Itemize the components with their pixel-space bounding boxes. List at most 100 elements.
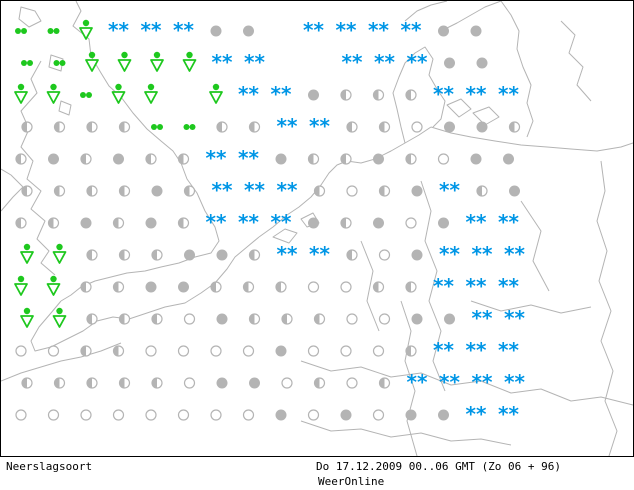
full-cloud-dot-icon [476, 57, 488, 69]
full-cloud-dot-icon [411, 313, 423, 325]
snow-asterisk-icon: ** [212, 50, 233, 74]
clear-circle-icon [281, 377, 293, 389]
clear-circle-icon [210, 345, 222, 357]
half-cloud-dot-icon [15, 153, 27, 165]
half-cloud-dot-icon [340, 153, 352, 165]
half-cloud-dot-icon [210, 281, 222, 293]
drizzle-dots-icon [183, 124, 196, 130]
snow-asterisk-icon: ** [238, 210, 259, 234]
svg-text:**: ** [407, 50, 428, 74]
timestamp-label: Do 17.12.2009 00..06 GMT (Zo 06 + 96) [316, 460, 562, 473]
svg-text:**: ** [277, 242, 298, 266]
half-cloud-dot-icon [313, 313, 326, 325]
clear-circle-icon [340, 281, 352, 293]
snow-asterisk-icon: ** [206, 146, 227, 170]
clear-circle-icon [183, 313, 196, 325]
snow-asterisk-icon: ** [401, 18, 422, 42]
full-cloud-dot-icon [210, 25, 222, 37]
full-cloud-dot-icon [308, 89, 319, 101]
snow-asterisk-icon: ** [141, 18, 162, 42]
snow-asterisk-icon: ** [504, 370, 525, 394]
svg-text:**: ** [466, 274, 487, 298]
clear-circle-icon [15, 345, 27, 357]
snow-asterisk-icon: ** [271, 210, 292, 234]
snow-asterisk-icon: ** [466, 210, 487, 234]
drizzle-dots-icon [151, 124, 163, 130]
drizzle-dots-icon [80, 92, 92, 98]
half-cloud-dot-icon [177, 217, 190, 229]
drizzle-dots-icon [15, 28, 27, 34]
svg-text:**: ** [141, 18, 162, 42]
snow-asterisk-icon: ** [407, 370, 428, 394]
half-cloud-dot-icon [405, 281, 417, 293]
clear-circle-icon [372, 409, 385, 421]
snow-asterisk-icon: ** [466, 402, 487, 426]
snow-asterisk-icon: ** [498, 402, 519, 426]
svg-text:**: ** [374, 50, 395, 74]
half-cloud-dot-icon [53, 121, 66, 133]
svg-text:**: ** [173, 18, 194, 42]
clear-circle-icon [15, 409, 27, 421]
full-cloud-dot-icon [503, 153, 514, 165]
snow-asterisk-icon: ** [277, 242, 298, 266]
half-cloud-dot-icon [112, 345, 125, 357]
snow-asterisk-icon: ** [439, 370, 460, 394]
half-cloud-dot-icon [372, 281, 385, 293]
full-cloud-dot-icon [145, 217, 157, 229]
svg-text:**: ** [401, 18, 422, 42]
clear-circle-icon [210, 409, 222, 421]
rain-shower-icon [209, 83, 223, 104]
half-cloud-dot-icon [47, 217, 60, 229]
coastlines [1, 1, 633, 456]
rain-shower-icon [46, 83, 61, 104]
clear-circle-icon [183, 377, 196, 389]
half-cloud-dot-icon [248, 249, 261, 261]
full-cloud-dot-icon [184, 249, 195, 261]
half-cloud-dot-icon [151, 313, 163, 325]
snow-asterisk-icon: ** [368, 18, 389, 42]
snow-asterisk-icon: ** [212, 178, 233, 202]
half-cloud-dot-icon [216, 121, 228, 133]
svg-text:**: ** [244, 50, 265, 74]
brand-label: WeerOnline [318, 475, 385, 488]
full-cloud-dot-icon [275, 153, 287, 165]
svg-text:**: ** [504, 370, 525, 394]
snow-asterisk-icon: ** [108, 18, 129, 42]
half-cloud-dot-icon [21, 121, 33, 133]
half-cloud-dot-icon [151, 249, 163, 261]
svg-text:**: ** [108, 18, 129, 42]
snow-asterisk-icon: ** [374, 50, 395, 74]
half-cloud-dot-icon [21, 185, 33, 197]
full-cloud-dot-icon [145, 281, 157, 293]
rain-shower-icon [79, 19, 93, 40]
svg-text:**: ** [433, 274, 454, 298]
half-cloud-dot-icon [248, 313, 261, 325]
rain-shower-icon [52, 243, 67, 264]
rain-shower-icon [111, 83, 126, 104]
svg-text:**: ** [271, 82, 292, 106]
half-cloud-dot-icon [118, 313, 131, 325]
svg-text:**: ** [309, 114, 330, 138]
clear-circle-icon [340, 345, 352, 357]
snow-asterisk-icon: ** [303, 18, 324, 42]
snow-asterisk-icon: ** [466, 338, 487, 362]
half-cloud-dot-icon [346, 249, 358, 261]
clear-circle-icon [405, 217, 417, 229]
snow-asterisk-icon: ** [433, 274, 454, 298]
half-cloud-dot-icon [86, 313, 98, 325]
svg-text:**: ** [277, 114, 298, 138]
half-cloud-dot-icon [86, 249, 98, 261]
rain-shower-icon [144, 83, 158, 104]
half-cloud-dot-icon [378, 377, 391, 389]
half-cloud-dot-icon [118, 185, 131, 197]
snow-asterisk-icon: ** [244, 178, 265, 202]
snow-asterisk-icon: ** [466, 274, 487, 298]
half-cloud-dot-icon [372, 89, 385, 101]
full-cloud-dot-icon [340, 409, 352, 421]
half-cloud-dot-icon [118, 121, 131, 133]
snow-asterisk-icon: ** [271, 82, 292, 106]
full-cloud-dot-icon [470, 153, 482, 165]
half-cloud-dot-icon [508, 121, 521, 133]
half-cloud-dot-icon [183, 185, 196, 197]
clear-circle-icon [378, 249, 391, 261]
